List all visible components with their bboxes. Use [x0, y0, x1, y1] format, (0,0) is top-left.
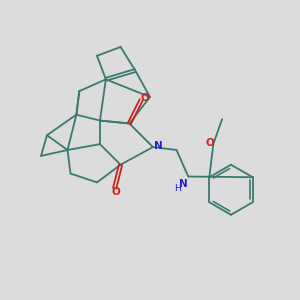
Text: O: O	[140, 93, 149, 103]
Text: H: H	[174, 184, 181, 194]
Text: O: O	[206, 138, 214, 148]
Text: N: N	[179, 179, 188, 189]
Text: N: N	[154, 141, 163, 151]
Text: O: O	[112, 187, 121, 197]
